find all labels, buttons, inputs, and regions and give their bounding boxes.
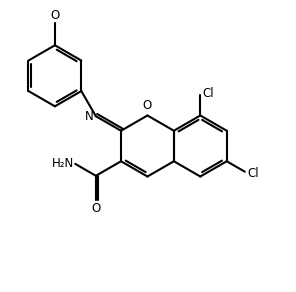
Text: O: O <box>50 9 59 22</box>
Text: O: O <box>143 99 152 112</box>
Text: Cl: Cl <box>203 87 214 100</box>
Text: O: O <box>91 202 100 215</box>
Text: H₂N: H₂N <box>52 157 74 170</box>
Text: N: N <box>85 110 94 123</box>
Text: Cl: Cl <box>248 167 259 180</box>
